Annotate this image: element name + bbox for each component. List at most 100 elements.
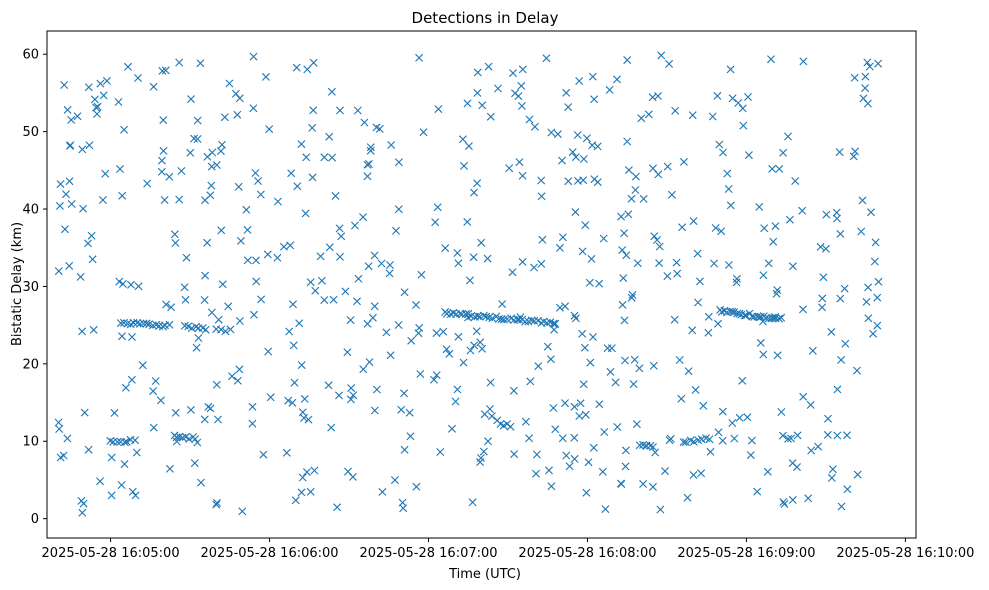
y-tick-label: 20 <box>22 357 39 372</box>
data-point <box>121 383 130 392</box>
data-point <box>291 496 300 505</box>
data-point <box>301 209 310 218</box>
data-point <box>134 282 143 291</box>
data-point <box>386 351 395 360</box>
data-point <box>476 338 485 347</box>
data-point <box>378 487 387 496</box>
data-point <box>397 405 406 414</box>
data-point <box>784 132 792 141</box>
data-point <box>212 380 221 389</box>
data-point <box>93 110 101 118</box>
data-point <box>117 481 126 489</box>
data-point <box>289 300 297 309</box>
data-point <box>635 364 644 373</box>
data-point <box>704 312 713 321</box>
data-point <box>654 92 662 100</box>
data-point <box>190 134 198 143</box>
data-point <box>203 152 212 161</box>
data-point <box>63 434 72 443</box>
data-point <box>273 197 282 206</box>
data-point <box>114 98 123 106</box>
data-point <box>359 213 367 222</box>
data-point <box>88 255 97 264</box>
data-point <box>55 201 64 210</box>
data-point <box>837 355 846 364</box>
data-point <box>585 278 594 287</box>
data-point <box>353 297 361 306</box>
data-point <box>254 177 262 185</box>
data-point <box>819 273 828 282</box>
data-point <box>494 84 502 93</box>
data-point <box>517 102 526 110</box>
x-axis-title: Time (UTC) <box>448 567 521 582</box>
data-point <box>537 259 546 268</box>
data-point <box>124 62 132 71</box>
data-point <box>558 156 566 165</box>
data-point <box>618 246 627 255</box>
data-point <box>416 370 425 378</box>
data-point <box>439 327 448 336</box>
data-point <box>96 477 105 486</box>
data-point <box>743 413 752 422</box>
data-point <box>295 319 304 328</box>
data-point <box>689 471 698 479</box>
data-point <box>221 327 230 336</box>
data-point <box>102 76 111 85</box>
data-point <box>165 320 174 329</box>
data-point <box>220 113 229 122</box>
data-point <box>511 89 519 98</box>
data-point <box>461 309 470 318</box>
data-point <box>486 112 495 121</box>
data-point <box>509 386 518 395</box>
data-point <box>107 491 116 500</box>
data-point <box>517 81 526 90</box>
data-point <box>431 218 440 227</box>
data-point <box>506 422 515 431</box>
y-axis: 0 10 20 30 40 50 60 <box>22 48 47 527</box>
data-point <box>329 295 338 304</box>
data-point <box>793 463 801 472</box>
data-point <box>85 141 94 150</box>
data-point <box>671 106 680 115</box>
data-point <box>649 482 657 491</box>
data-point <box>622 251 631 260</box>
data-point <box>132 448 141 457</box>
data-point <box>717 227 726 236</box>
data-point <box>542 54 551 63</box>
data-point <box>149 387 158 396</box>
data-point <box>835 148 844 157</box>
data-point <box>442 345 451 354</box>
data-point <box>777 313 786 322</box>
data-point <box>464 142 473 151</box>
data-point <box>607 344 616 353</box>
data-point <box>213 498 221 507</box>
data-point <box>353 106 362 115</box>
data-point <box>828 465 837 474</box>
y-tick-label: 30 <box>22 280 39 295</box>
data-point <box>630 355 639 364</box>
data-point <box>653 236 661 244</box>
data-point <box>677 394 686 403</box>
data-point <box>203 238 212 247</box>
data-point <box>480 410 489 419</box>
data-point <box>458 135 467 144</box>
data-point <box>61 225 69 234</box>
data-point <box>621 462 630 471</box>
data-point <box>598 467 607 476</box>
data-point <box>587 254 596 263</box>
data-point <box>469 253 478 262</box>
data-point <box>617 480 626 488</box>
data-point <box>120 438 129 447</box>
data-point <box>463 217 472 226</box>
data-point <box>138 361 147 370</box>
data-point <box>724 185 733 193</box>
data-point <box>92 103 100 112</box>
data-point <box>320 296 329 305</box>
data-point <box>823 430 832 439</box>
data-point <box>728 419 737 427</box>
data-point <box>387 141 396 149</box>
data-point <box>642 441 651 450</box>
data-point <box>684 367 693 376</box>
data-point <box>251 169 260 177</box>
data-point <box>849 152 858 161</box>
